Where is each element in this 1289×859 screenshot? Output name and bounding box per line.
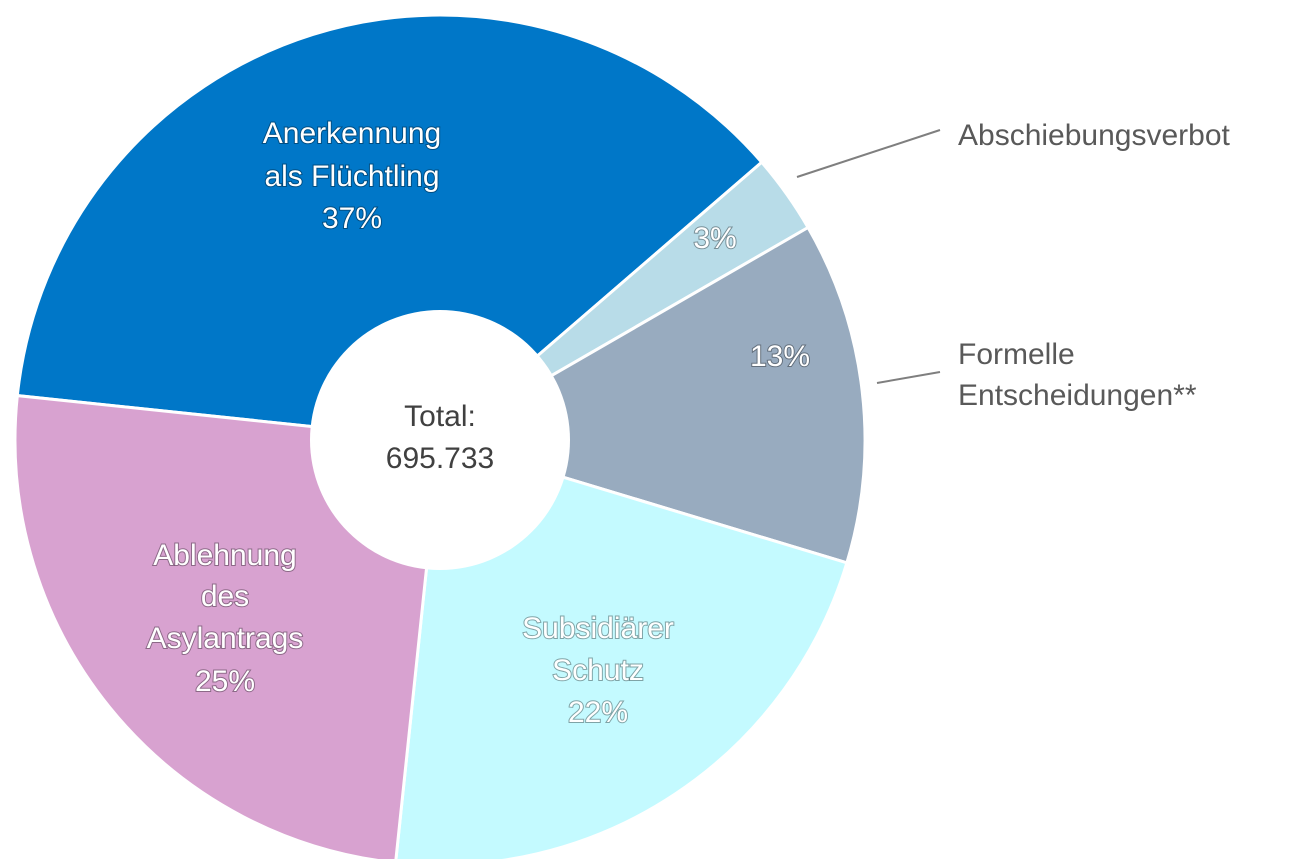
leader-line [876, 371, 941, 384]
slice-name: als Flüchtling [264, 160, 439, 193]
slice-name: Subsidiärer [522, 612, 674, 645]
slice-name: Abschiebungsverbot [958, 119, 1231, 152]
value-label: 25% [195, 665, 255, 698]
center-label: 695.733 [386, 442, 494, 475]
slice-name: des [201, 580, 249, 613]
slice-name: Entscheidungen** [958, 379, 1197, 412]
value-label: 22% [568, 696, 628, 729]
leader-line [796, 129, 941, 178]
slice-name: Formelle [958, 338, 1075, 371]
slice-name: Schutz [552, 654, 644, 687]
value-label: 3% [693, 222, 736, 255]
slice-name: Asylantrags [147, 622, 304, 655]
slice [436, 225, 867, 565]
slice-name: Ablehnung [153, 539, 296, 572]
slice-name: Anerkennung [263, 117, 441, 150]
slice [15, 13, 764, 442]
value-label: 13% [750, 340, 810, 373]
value-label: 37% [322, 202, 382, 235]
center-label: Total: [404, 400, 476, 433]
donut-hole [310, 310, 570, 570]
